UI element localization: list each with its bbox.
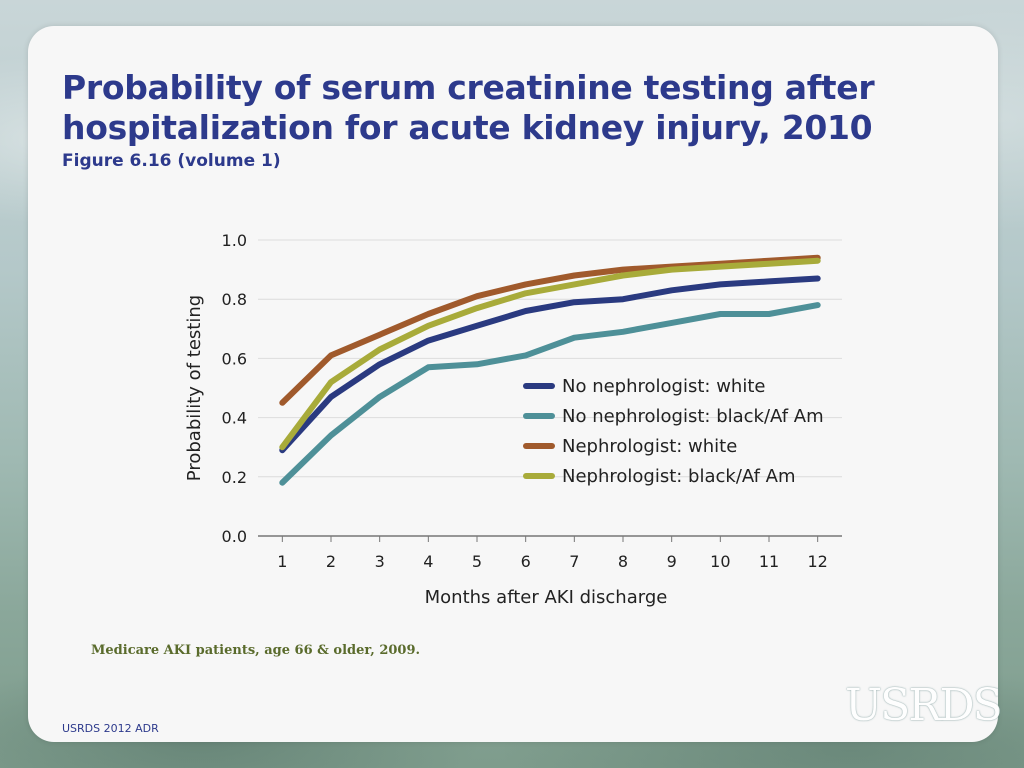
legend-label: Nephrologist: white: [562, 436, 737, 457]
series-line-2: [279, 302, 821, 486]
slide-title: Probability of serum creatinine testing …: [62, 68, 875, 147]
footer-source: USRDS 2012 ADR: [62, 722, 159, 735]
x-tick-label: 7: [569, 552, 579, 571]
legend-label: No nephrologist: white: [562, 376, 765, 397]
x-tick-label: 10: [710, 552, 730, 571]
y-tick-label: 0.6: [222, 349, 247, 368]
y-tick-label: 0.2: [222, 468, 247, 487]
x-tick-label: 5: [472, 552, 482, 571]
usrds-logo: USRDS: [845, 680, 1003, 731]
x-tick-label: 4: [423, 552, 433, 571]
x-axis-ticks: 1 2 3 4 5 6 7 8 9 10 11 12: [277, 536, 828, 571]
y-axis-ticks: 0.0 0.2 0.4 0.6 0.8 1.0: [222, 231, 247, 546]
x-tick-label: 12: [807, 552, 827, 571]
legend-label: No nephrologist: black/Af Am: [562, 406, 824, 427]
y-tick-label: 0.8: [222, 290, 247, 309]
y-tick-label: 0.4: [222, 409, 247, 428]
x-tick-label: 3: [375, 552, 385, 571]
x-tick-label: 9: [667, 552, 677, 571]
series-line-4: [279, 257, 821, 451]
y-tick-label: 1.0: [222, 231, 247, 250]
x-tick-label: 1: [277, 552, 287, 571]
series-line-1: [279, 275, 821, 454]
x-tick-label: 11: [759, 552, 779, 571]
x-tick-label: 6: [521, 552, 531, 571]
data-note: Medicare AKI patients, age 66 & older, 2…: [91, 643, 421, 658]
x-axis-label: Months after AKI discharge: [425, 587, 668, 608]
legend-label: Nephrologist: black/Af Am: [562, 466, 795, 487]
y-axis-label: Probability of testing: [184, 295, 205, 481]
x-tick-label: 8: [618, 552, 628, 571]
chart-legend: No nephrologist: white No nephrologist: b…: [523, 376, 824, 487]
slide-card: [28, 26, 998, 742]
slide-subtitle: Figure 6.16 (volume 1): [62, 151, 281, 171]
x-tick-label: 2: [326, 552, 336, 571]
y-tick-label: 0.0: [222, 527, 247, 546]
series-lines: [279, 254, 821, 486]
